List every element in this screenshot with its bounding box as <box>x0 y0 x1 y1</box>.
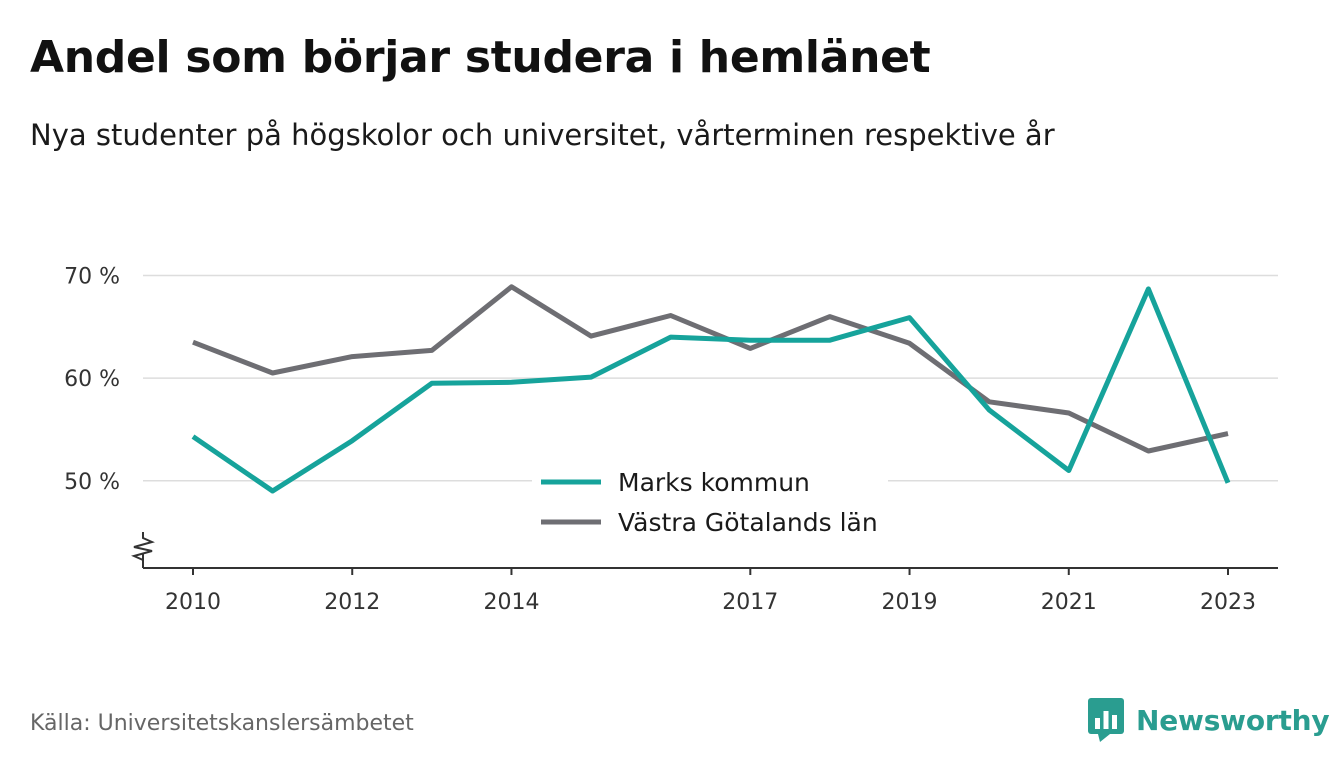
x-tick-label: 2021 <box>1041 590 1097 615</box>
x-tick-label: 2014 <box>483 590 539 615</box>
series-line-marks-kommun <box>191 286 1231 494</box>
axis-layer: 50 % 60 % 70 % 2010 2012 2014 2017 2019 2021 2023 <box>64 265 1278 615</box>
newsworthy-logo-icon <box>1088 698 1124 742</box>
legend: Marks kommun Västra Götalands län <box>532 462 888 537</box>
x-tick-label: 2012 <box>324 590 380 615</box>
legend-label: Västra Götalands län <box>618 508 878 537</box>
brand-name: Newsworthy <box>1136 703 1330 737</box>
x-tick-label: 2017 <box>722 590 778 615</box>
y-tick-label: 70 % <box>64 265 120 290</box>
x-tick-label: 2010 <box>165 590 221 615</box>
series-line-vastra-gotalands-lan <box>192 284 1229 454</box>
y-tick-label: 50 % <box>64 470 120 495</box>
series-layer <box>191 284 1231 494</box>
y-tick-label: 60 % <box>64 367 120 392</box>
legend-label: Marks kommun <box>618 468 810 497</box>
x-tick-label: 2023 <box>1200 590 1256 615</box>
line-chart: 50 % 60 % 70 % 2010 2012 2014 2017 2019 2021 2023… <box>64 265 1278 615</box>
x-tick-label: 2019 <box>882 590 938 615</box>
axis-break-icon <box>131 532 155 561</box>
chart-subtitle: Nya studenter på högskolor och universit… <box>30 118 1055 152</box>
chart-title: Andel som börjar studera i hemlänet <box>30 32 931 83</box>
source-note: Källa: Universitetskanslersämbetet <box>30 711 414 736</box>
brand-logo: Newsworthy <box>1088 698 1330 742</box>
